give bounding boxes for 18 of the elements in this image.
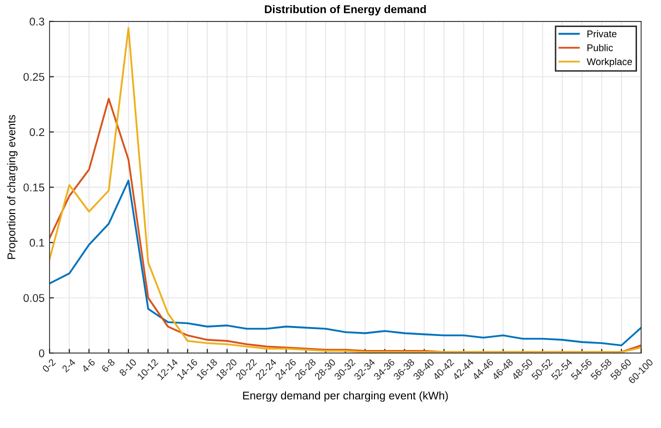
x-tick-label: 2-4 bbox=[62, 358, 76, 373]
y-tick-label: 0.3 bbox=[30, 18, 44, 26]
x-tick-label: 4-6 bbox=[81, 358, 96, 373]
chart-title: Distribution of Energy demand bbox=[264, 5, 426, 16]
y-tick-label: 0.15 bbox=[24, 184, 44, 192]
y-tick-label: 0.1 bbox=[30, 238, 44, 247]
y-axis-title: Proportion of charging events bbox=[7, 115, 18, 259]
x-tick-label: 0-2 bbox=[42, 358, 56, 373]
y-tick-label: 0 bbox=[38, 349, 44, 358]
legend-label: Workplace bbox=[586, 58, 632, 68]
x-tick-label: 6-8 bbox=[101, 358, 116, 373]
y-tick-label: 0.2 bbox=[30, 128, 44, 136]
line-series bbox=[50, 180, 642, 346]
y-tick-label: 0.05 bbox=[24, 294, 44, 302]
legend-label: Public bbox=[587, 44, 613, 52]
x-axis-title: Energy demand per charging event (kWh) bbox=[243, 391, 448, 402]
legend-label: Private bbox=[587, 30, 616, 38]
y-tick-label: 0.25 bbox=[24, 72, 44, 81]
